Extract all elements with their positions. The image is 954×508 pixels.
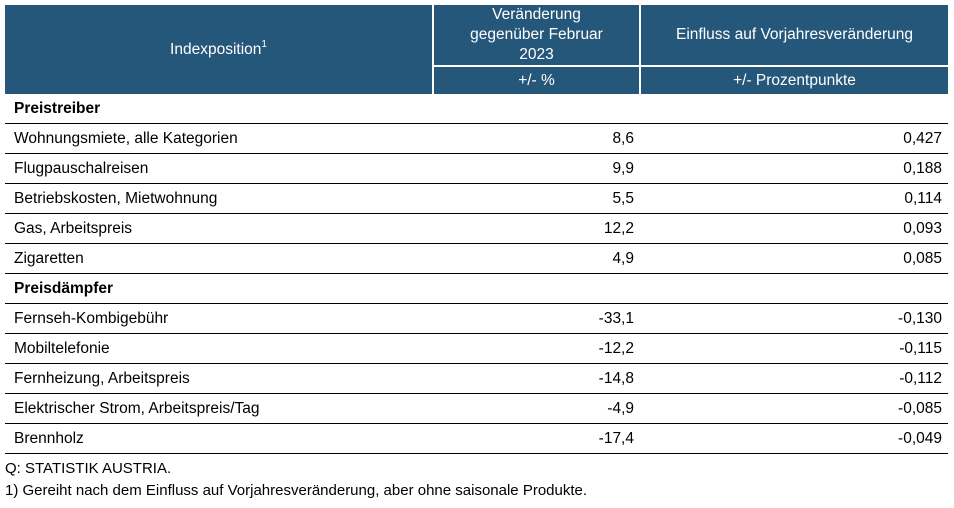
table-row: Brennholz -17,4 -0,049: [5, 423, 948, 454]
row-influence-value: -0,049: [640, 423, 948, 454]
table-row: Fernheizung, Arbeitspreis -14,8 -0,112: [5, 363, 948, 394]
table-row: Betriebskosten, Mietwohnung 5,5 0,114: [5, 183, 948, 214]
table-row: Zigaretten 4,9 0,085: [5, 243, 948, 274]
footnote-marker: 1: [261, 38, 267, 50]
header-change: Veränderung gegenüber Februar 2023: [433, 5, 641, 67]
row-change-value: 4,9: [433, 243, 640, 274]
row-influence-value: 0,085: [640, 243, 948, 274]
index-table: Indexposition1 Veränderung gegenüber Feb…: [5, 5, 948, 454]
row-label: Brennholz: [5, 423, 433, 454]
row-label: Elektrischer Strom, Arbeitspreis/Tag: [5, 393, 433, 424]
table-row: Flugpauschalreisen 9,9 0,188: [5, 153, 948, 184]
row-influence-value: 0,427: [640, 123, 948, 154]
row-influence-value: 0,188: [640, 153, 948, 184]
header-influence-unit: +/- Prozentpunkte: [733, 71, 856, 89]
row-influence-value: -0,112: [640, 363, 948, 394]
table-row: Fernseh-Kombigebühr -33,1 -0,130: [5, 303, 948, 334]
row-change-value: 8,6: [433, 123, 640, 154]
row-label: Mobiltelefonie: [5, 333, 433, 364]
section-title: Preisdämpfer: [5, 273, 948, 304]
table-row: Mobiltelefonie -12,2 -0,115: [5, 333, 948, 364]
row-label: Gas, Arbeitspreis: [5, 213, 433, 244]
row-influence-value: 0,093: [640, 213, 948, 244]
section-title: Preistreiber: [5, 94, 948, 124]
row-label: Fernseh-Kombigebühr: [5, 303, 433, 334]
section-row: Preisdämpfer: [5, 273, 948, 304]
row-label: Fernheizung, Arbeitspreis: [5, 363, 433, 394]
row-change-value: 12,2: [433, 213, 640, 244]
table-body: Preistreiber Wohnungsmiete, alle Kategori…: [5, 94, 948, 454]
section-row: Preistreiber: [5, 94, 948, 124]
source-note: Q: STATISTIK AUSTRIA.: [5, 460, 172, 477]
row-label: Wohnungsmiete, alle Kategorien: [5, 123, 433, 154]
row-label: Zigaretten: [5, 243, 433, 274]
row-change-value: 5,5: [433, 183, 640, 214]
table-row: Elektrischer Strom, Arbeitspreis/Tag -4,9…: [5, 393, 948, 424]
table-row: Wohnungsmiete, alle Kategorien 8,6 0,427: [5, 123, 948, 154]
row-influence-value: 0,114: [640, 183, 948, 214]
table-row: Gas, Arbeitspreis 12,2 0,093: [5, 213, 948, 244]
table-header: Indexposition1 Veränderung gegenüber Feb…: [5, 5, 948, 94]
row-label: Flugpauschalreisen: [5, 153, 433, 184]
row-label: Betriebskosten, Mietwohnung: [5, 183, 433, 214]
row-influence-value: -0,130: [640, 303, 948, 334]
row-influence-value: -0,085: [640, 393, 948, 424]
row-change-value: 9,9: [433, 153, 640, 184]
row-influence-value: -0,115: [640, 333, 948, 364]
header-indexposition: Indexposition1: [5, 5, 434, 94]
row-change-value: -12,2: [433, 333, 640, 364]
row-change-value: -17,4: [433, 423, 640, 454]
header-indexposition-label: Indexposition: [170, 40, 262, 58]
row-change-value: -33,1: [433, 303, 640, 334]
row-change-value: -14,8: [433, 363, 640, 394]
row-change-value: -4,9: [433, 393, 640, 424]
header-influence: Einfluss auf Vorjahresveränderung: [640, 5, 948, 67]
footnotes: Q: STATISTIK AUSTRIA. 1) Gereiht nach de…: [5, 458, 587, 502]
footnote-1: 1) Gereiht nach dem Einfluss auf Vorjahr…: [5, 482, 588, 499]
header-change-unit: +/- %: [433, 66, 641, 94]
